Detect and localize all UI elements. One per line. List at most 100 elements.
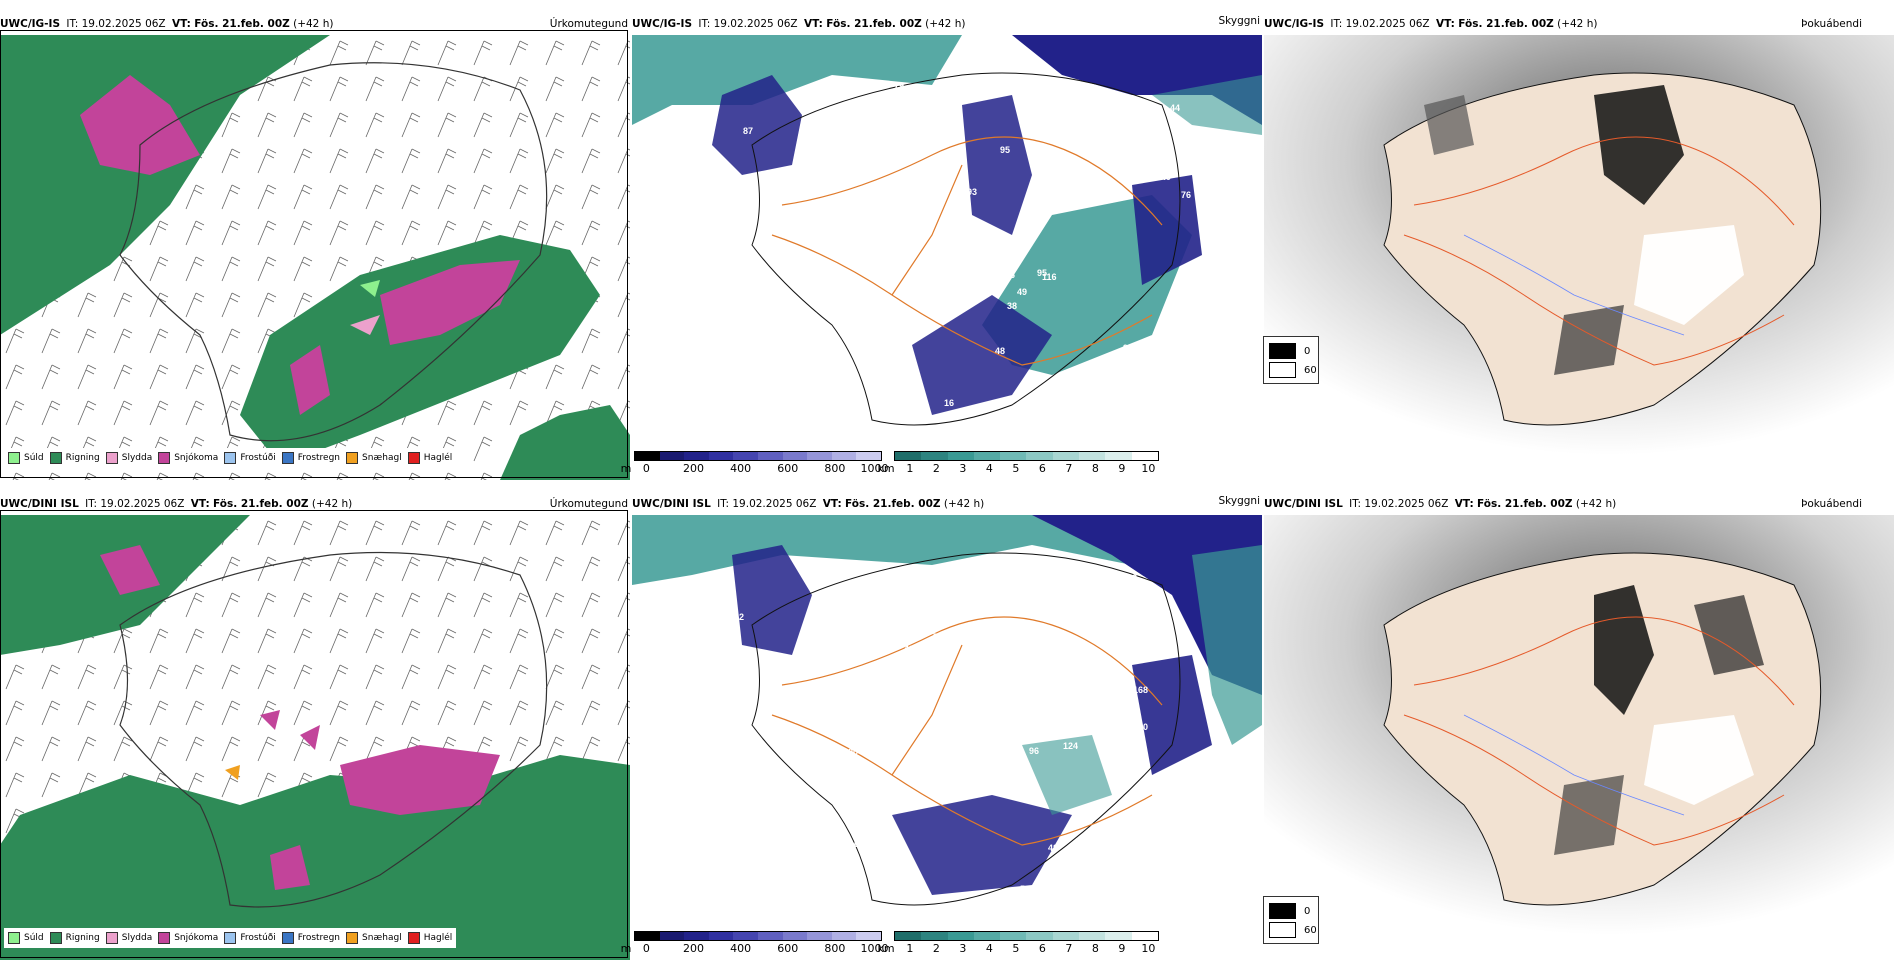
tick-label: 10 [1141,462,1156,475]
cloud-base-label: 108 [781,184,796,194]
cloud-base-label: 48 [792,715,802,725]
panel-ig-precip-type: UWC/IG-IS IT: 19.02.2025 06Z VT: Fös. 21… [0,15,630,480]
legend-item: Snæhagl [346,932,402,944]
cloud-base-label: 76 [1181,190,1191,200]
tick-label: 6 [1038,942,1046,955]
tick-label: 4 [985,462,993,475]
cloud-base-label: 54 [1129,380,1139,390]
cloud-base-label: 55 [1008,773,1018,783]
tick-label: 2 [932,462,940,475]
cloud-base-label: 137 [1137,114,1152,124]
legend-item: Frostregn [281,452,340,464]
fog-legend-high: 0 [1304,905,1311,917]
tick-label: 400 [730,462,752,475]
cloud-base-label: 40 [904,644,914,654]
cloud-base-unit: m [620,942,632,955]
cloud-base-label: 168 [1122,573,1137,583]
cloud-base-label: 94 [805,130,815,140]
cloud-base-label: 70 [1138,722,1148,732]
visibility-map: 57 61 57 52 85 66 56 100 95 75 66 82 62 93 169 124 124 11… [632,515,1262,960]
init-time: 19.02.2025 06Z [100,498,185,510]
tick-label: 9 [1118,942,1126,955]
cloud-base-label: 48 [1048,843,1058,853]
cloud-base-label: 56 [1004,553,1014,563]
cloud-base-label: 61 [780,736,790,746]
cloud-base-label: 82 [1080,856,1090,866]
tick-label: 800 [824,462,846,475]
cloud-base-label: 54 [755,744,765,754]
cloud-base-label: 49 [1017,287,1027,297]
snow-area-westfjords [80,75,200,175]
legend-item: Súld [8,452,44,464]
cloud-base-label: 85 [793,351,803,361]
cloud-base-label: 42 [942,779,952,789]
cloud-base-label: 46 [1108,140,1118,150]
cloud-base-label: 57 [1108,881,1118,891]
tick-label: 200 [683,942,705,955]
cloud-base-label: 43 [960,209,970,219]
panel-header: UWC/DINI ISL IT: 19.02.2025 06Z VT: Fös.… [632,495,1262,513]
valid-time: Fös. 21.feb. 00Z [826,18,922,30]
tick-label: 200 [683,462,705,475]
visibility-unit: km [877,462,895,475]
valid-label: VT: [803,18,823,30]
legend-item: Haglél [407,452,452,464]
cloud-base-label: 62 [865,808,875,818]
fog-map [1264,35,1894,480]
legend-item: Rigning [49,452,100,464]
lead-time: (+42 h) [1575,498,1617,510]
cloud-base-label: 72 [888,219,898,229]
tick-label: 10 [1141,942,1156,955]
precip-area-west [0,35,330,335]
tick-label: 0 [642,942,650,955]
init-time: 19.02.2025 06Z [732,498,817,510]
cloud-base-label: 188 [833,172,848,182]
cloud-base-label: 31 [957,635,967,645]
tick-label: 1 [906,942,914,955]
tick-label: 9 [1118,462,1126,475]
panel-title: Skyggni [1218,495,1261,507]
legend-item: Slydda [105,932,152,944]
valid-time: Fös. 21.feb. 00Z [845,498,941,510]
legend-item: Snjókoma [158,452,218,464]
init-label: IT: [66,18,79,30]
lead-time: (+42 h) [943,498,985,510]
init-label: IT: [1330,18,1343,30]
cloud-base-label: 108 [1090,379,1105,389]
model-source: UWC/IG-IS [0,18,61,30]
legend-item: Rigning [49,932,100,944]
panel-dini-precip-type: UWC/DINI ISL IT: 19.02.2025 06Z VT: Fös.… [0,495,630,960]
visibility-colorbar: km 1 2 3 4 5 6 7 8 9 10 [877,451,1159,479]
cloud-base-label: 75 [933,632,943,642]
cloud-base-label: 66 [1027,635,1037,645]
init-time: 19.02.2025 06Z [81,18,166,30]
valid-label: VT: [190,498,210,510]
cloud-base-label: 66 [1005,270,1015,280]
fog-legend: 0 60 [1263,336,1319,384]
cloud-base-label: 64 [880,737,890,747]
precip-legend: Súld Rigning Slydda Snjókoma Frostúði Fr… [4,928,457,948]
cloud-base-label: 50 [959,200,969,210]
cloud-base-label: 93 [967,187,977,197]
cloud-base-label: 95 [1000,145,1010,155]
cloud-base-label: 53 [1127,737,1137,747]
cloud-base-label: 346 [921,689,936,699]
init-label: IT: [698,18,711,30]
panel-header: UWC/DINI ISL IT: 19.02.2025 06Z VT: Fös.… [1264,495,1894,513]
cloud-base-label: 49 [1161,172,1171,182]
tick-label: 600 [777,462,799,475]
model-source: UWC/DINI ISL [0,498,79,510]
cloud-base-unit: m [620,462,632,475]
panel-dini-fog: UWC/DINI ISL IT: 19.02.2025 06Z VT: Fös.… [1263,495,1894,960]
cloud-base-label: 48 [995,346,1005,356]
snow-area-south [380,260,520,345]
road-network [771,616,1163,846]
tick-label: 600 [777,942,799,955]
panel-dini-visibility: UWC/DINI ISL IT: 19.02.2025 06Z VT: Fös.… [621,495,1262,960]
cloud-base-label: 66 [763,651,773,661]
init-time: 19.02.2025 06Z [1364,498,1449,510]
tick-label: 800 [824,942,846,955]
cloud-base-label: 50 [1104,756,1114,766]
panel-ig-visibility: UWC/IG-IS IT: 19.02.2025 06Z VT: Fös. 21… [621,15,1262,480]
cloud-base-label: 124 [740,791,755,801]
